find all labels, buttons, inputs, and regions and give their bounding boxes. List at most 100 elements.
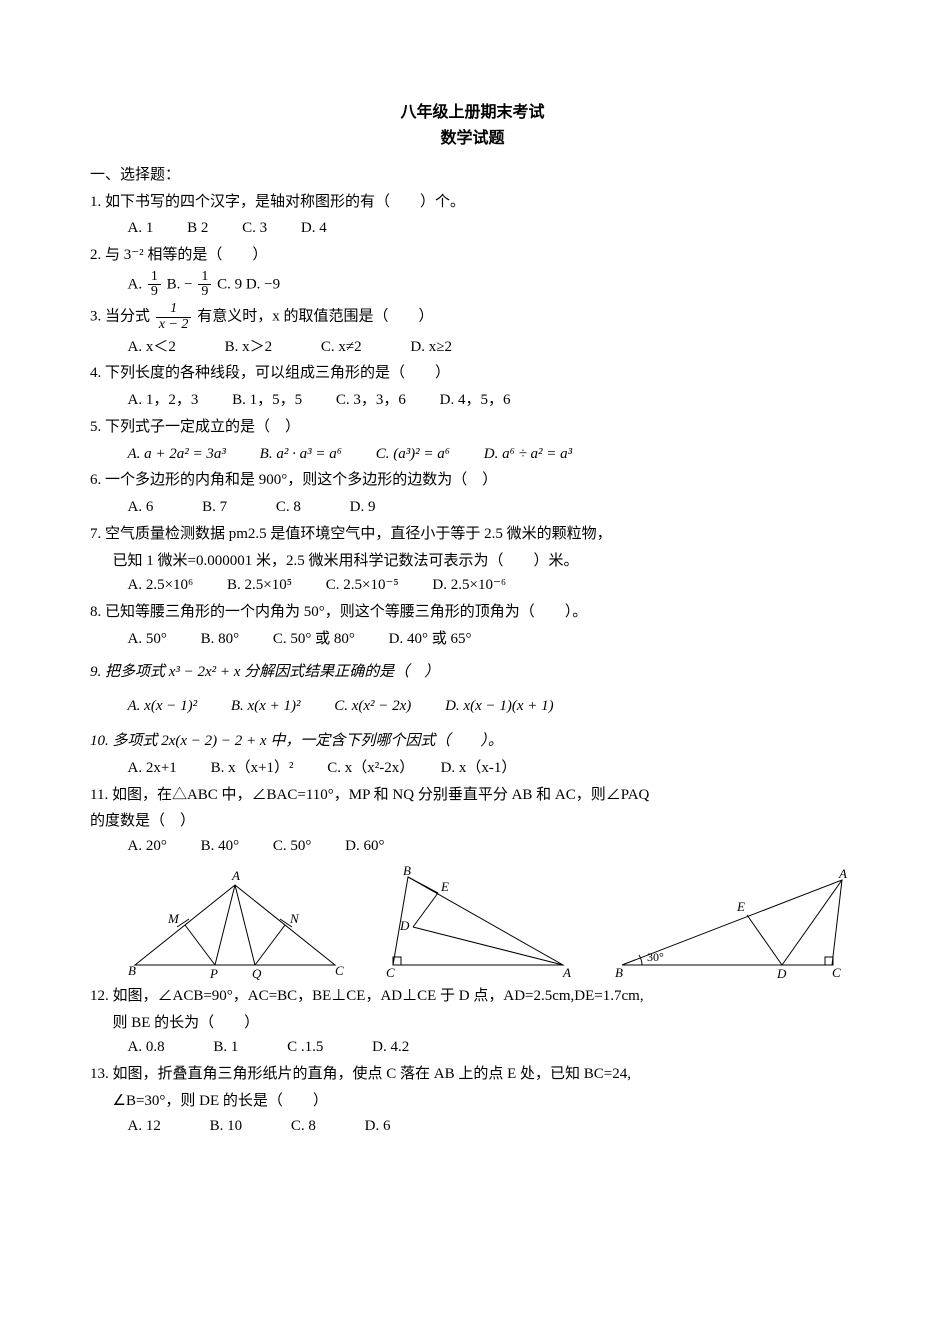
q2-frac-b-den: 9 bbox=[198, 285, 211, 300]
question-6: 6. 一个多边形的内角和是 900°，则这个多边形的边数为（ ） bbox=[90, 468, 855, 493]
question-8: 8. 已知等腰三角形的一个内角为 50°，则这个等腰三角形的顶角为（ ）。 bbox=[90, 600, 855, 625]
question-12-line1: 12. 如图，∠ACB=90°，AC=BC，BE⊥CE，AD⊥CE 于 D 点，… bbox=[90, 984, 855, 1009]
q2-frac-a-den: 9 bbox=[148, 285, 161, 300]
question-10: 10. 多项式 2x(x − 2) − 2 + x 中，一定含下列哪个因式（ ）… bbox=[90, 729, 855, 754]
question-12-line2: 则 BE 的长为（ ） bbox=[90, 1011, 855, 1036]
q9-opt-d: D. x(x − 1)(x + 1) bbox=[445, 698, 554, 714]
q7-opt-b: B. 2.5×10⁵ bbox=[227, 577, 292, 593]
q5-opt-c: C. (a³)² = a⁶ bbox=[376, 446, 450, 462]
question-2: 2. 与 3⁻² 相等的是（ ） bbox=[90, 243, 855, 268]
fig2-label-B: B bbox=[403, 865, 411, 878]
q11-opt-a: A. 20° bbox=[128, 838, 167, 854]
fig1-label-P: P bbox=[209, 966, 218, 980]
q11-opt-c: C. 50° bbox=[273, 838, 312, 854]
q8-opt-b: B. 80° bbox=[201, 631, 240, 647]
fig3-label-C: C bbox=[832, 965, 841, 980]
fig1-label-A: A bbox=[231, 868, 240, 883]
q1-options: A. 1 B 2 C. 3 D. 4 bbox=[90, 216, 855, 241]
fig3-label-B: B bbox=[615, 965, 623, 980]
q4-opt-c: C. 3，3，6 bbox=[336, 392, 406, 408]
q13-opt-d: D. 6 bbox=[365, 1118, 391, 1134]
q1-opt-d: D. 4 bbox=[301, 220, 327, 236]
q2-frac-a: 19 bbox=[148, 270, 161, 300]
figure-2: B E D C A bbox=[378, 865, 577, 980]
exam-title: 八年级上册期末考试 bbox=[90, 100, 855, 126]
q2-options: A. 19 B. − 19 C. 9 D. −9 bbox=[90, 270, 855, 300]
q10-opt-c: C. x（x²-2x） bbox=[327, 760, 407, 776]
q1-opt-c: C. 3 bbox=[242, 220, 267, 236]
q13-opt-a: A. 12 bbox=[128, 1118, 161, 1134]
fig1-label-M: M bbox=[167, 911, 180, 926]
q5-opt-a: A. a + 2a² = 3a³ bbox=[128, 446, 226, 462]
q3-pre: 3. 当分式 bbox=[90, 309, 150, 325]
q7-opt-c: C. 2.5×10⁻⁵ bbox=[326, 577, 399, 593]
question-7-line1: 7. 空气质量检测数据 pm2.5 是值环境空气中，直径小于等于 2.5 微米的… bbox=[90, 522, 855, 547]
fig3-label-A: A bbox=[838, 866, 847, 881]
q4-options: A. 1，2，3 B. 1，5，5 C. 3，3，6 D. 4，5，6 bbox=[90, 388, 855, 413]
q3-frac-den: x − 2 bbox=[156, 318, 192, 333]
q2-frac-a-num: 1 bbox=[148, 270, 161, 286]
exam-subtitle: 数学试题 bbox=[90, 126, 855, 152]
q2-opt-b: B. − bbox=[167, 276, 193, 292]
fig1-label-N: N bbox=[289, 911, 300, 926]
q3-opt-c: C. x≠2 bbox=[321, 339, 362, 355]
q3-options: A. x＜2 B. x＞2 C. x≠2 D. x≥2 bbox=[90, 335, 855, 360]
q8-options: A. 50° B. 80° C. 50° 或 80° D. 40° 或 65° bbox=[90, 627, 855, 652]
fig3-label-D: D bbox=[776, 966, 787, 980]
q5-options: A. a + 2a² = 3a³ B. a² · a³ = a⁶ C. (a³)… bbox=[90, 442, 855, 467]
q3-post: 有意义时，x 的取值范围是（ ） bbox=[197, 309, 433, 325]
figure-3: A B C D E 30° bbox=[607, 865, 855, 980]
figure-row: A B C M N P Q B E D C A A B C bbox=[120, 865, 855, 980]
q13-opt-b: B. 10 bbox=[210, 1118, 243, 1134]
q8-opt-c: C. 50° 或 80° bbox=[273, 631, 355, 647]
q10-opt-d: D. x（x-1） bbox=[441, 760, 517, 776]
q9-opt-b: B. x(x + 1)² bbox=[231, 698, 301, 714]
question-3: 3. 当分式 1x − 2 有意义时，x 的取值范围是（ ） bbox=[90, 302, 855, 332]
question-1: 1. 如下书写的四个汉字，是轴对称图形的有（ ）个。 bbox=[90, 190, 855, 215]
q4-opt-d: D. 4，5，6 bbox=[440, 392, 511, 408]
q4-opt-a: A. 1，2，3 bbox=[128, 392, 199, 408]
q12-opt-c: C .1.5 bbox=[287, 1039, 323, 1055]
q9-opt-a: A. x(x − 1)² bbox=[128, 698, 198, 714]
question-9: 9. 把多项式 x³ − 2x² + x 分解因式结果正确的是（ ） bbox=[90, 660, 855, 685]
q3-opt-d: D. x≥2 bbox=[410, 339, 452, 355]
q12-opt-b: B. 1 bbox=[213, 1039, 238, 1055]
q11-options: A. 20° B. 40° C. 50° D. 60° bbox=[90, 834, 855, 859]
fig1-label-B: B bbox=[128, 963, 136, 978]
q6-opt-b: B. 7 bbox=[202, 499, 227, 515]
q1-opt-a: A. 1 bbox=[128, 220, 154, 236]
q2-frac-b-num: 1 bbox=[198, 270, 211, 286]
section-header: 一、选择题： bbox=[90, 163, 855, 188]
fig3-label-angle: 30° bbox=[647, 950, 664, 964]
question-13-line1: 13. 如图，折叠直角三角形纸片的直角，使点 C 落在 AB 上的点 E 处，已… bbox=[90, 1062, 855, 1087]
q7-options: A. 2.5×10⁶ B. 2.5×10⁵ C. 2.5×10⁻⁵ D. 2.5… bbox=[90, 573, 855, 598]
q13-opt-c: C. 8 bbox=[291, 1118, 316, 1134]
q10-opt-b: B. x（x+1）² bbox=[211, 760, 294, 776]
q8-opt-a: A. 50° bbox=[128, 631, 167, 647]
q2-opt-a: A. bbox=[128, 276, 143, 292]
q3-frac: 1x − 2 bbox=[156, 302, 192, 332]
q11-opt-b: B. 40° bbox=[201, 838, 240, 854]
fig3-label-E: E bbox=[736, 899, 745, 914]
q9-options: A. x(x − 1)² B. x(x + 1)² C. x(x² − 2x) … bbox=[90, 694, 855, 719]
question-5: 5. 下列式子一定成立的是（ ） bbox=[90, 415, 855, 440]
q11-opt-d: D. 60° bbox=[345, 838, 384, 854]
q12-options: A. 0.8 B. 1 C .1.5 D. 4.2 bbox=[90, 1035, 855, 1060]
q2-opt-d: D. −9 bbox=[246, 276, 280, 292]
q6-opt-d: D. 9 bbox=[350, 499, 376, 515]
q3-opt-b: B. x＞2 bbox=[225, 339, 273, 355]
q1-opt-b: B 2 bbox=[187, 220, 208, 236]
q6-options: A. 6 B. 7 C. 8 D. 9 bbox=[90, 495, 855, 520]
fig2-label-C: C bbox=[386, 965, 395, 980]
question-4: 4. 下列长度的各种线段，可以组成三角形的是（ ） bbox=[90, 361, 855, 386]
q7-opt-d: D. 2.5×10⁻⁶ bbox=[432, 577, 506, 593]
q13-options: A. 12 B. 10 C. 8 D. 6 bbox=[90, 1114, 855, 1139]
q10-opt-a: A. 2x+1 bbox=[128, 760, 177, 776]
q7-opt-a: A. 2.5×10⁶ bbox=[128, 577, 194, 593]
q8-opt-d: D. 40° 或 65° bbox=[389, 631, 472, 647]
question-7-line2: 已知 1 微米=0.000001 米，2.5 微米用科学记数法可表示为（ ）米。 bbox=[90, 549, 855, 574]
figure-1: A B C M N P Q bbox=[120, 865, 348, 980]
q4-opt-b: B. 1，5，5 bbox=[232, 392, 302, 408]
fig1-label-Q: Q bbox=[252, 966, 262, 980]
fig2-label-A: A bbox=[562, 965, 571, 980]
